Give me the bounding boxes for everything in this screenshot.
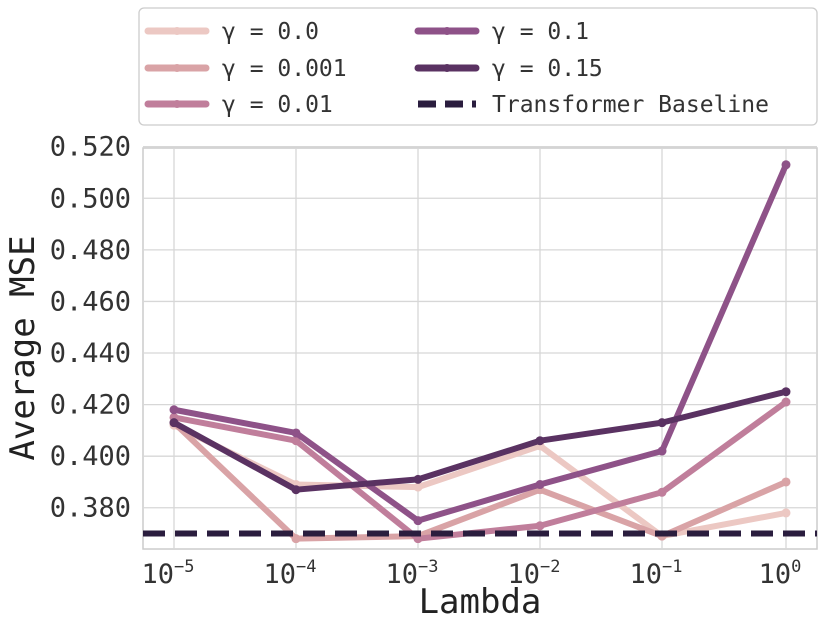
y-tick-label: 0.500	[50, 183, 131, 214]
data-point	[781, 387, 791, 397]
data-point	[169, 405, 179, 415]
data-point	[535, 480, 545, 490]
legend-label: γ = 0.0	[222, 19, 319, 45]
y-tick-label: 0.440	[50, 338, 131, 369]
legend: γ = 0.0 γ = 0.001 γ = 0.01 γ = 0.1 γ = 0.15 T…	[138, 7, 818, 126]
data-point	[657, 446, 667, 456]
series-line-1	[171, 419, 789, 542]
data-point	[781, 397, 791, 407]
data-point	[781, 160, 791, 170]
legend-label: γ = 0.001	[222, 56, 347, 82]
x-tick-label: 10−4	[264, 557, 317, 590]
legend-marker	[173, 100, 181, 108]
x-axis-title: Lambda	[419, 582, 542, 622]
y-axis-title: Average MSE	[3, 235, 43, 460]
data-point	[657, 418, 667, 428]
legend-marker	[443, 64, 451, 72]
y-tick-label: 0.420	[50, 390, 131, 421]
data-point	[413, 482, 423, 492]
x-tick-label: 10−5	[142, 557, 195, 590]
legend-label: γ = 0.15	[492, 56, 603, 82]
data-point	[535, 521, 545, 531]
legend-label: Transformer Baseline	[492, 92, 769, 118]
data-point	[291, 485, 301, 495]
axis-ticks: 0.380 0.400 0.420 0.440 0.460 0.480 0.500 0.520…	[50, 132, 802, 590]
series-line-0	[171, 422, 789, 540]
data-point	[413, 474, 423, 484]
series-line-4	[171, 388, 789, 493]
x-tick-label: 100	[759, 557, 802, 590]
y-tick-label: 0.400	[50, 441, 131, 472]
y-tick-label: 0.520	[50, 132, 131, 163]
series-lines	[143, 160, 817, 544]
x-tick-label: 10−3	[386, 557, 439, 590]
y-tick-label: 0.460	[50, 286, 131, 317]
y-tick-label: 0.380	[50, 493, 131, 524]
y-tick-label: 0.480	[50, 235, 131, 266]
data-point	[781, 477, 791, 487]
data-point	[291, 436, 301, 446]
legend-marker	[173, 64, 181, 72]
data-point	[657, 487, 667, 497]
data-point	[169, 418, 179, 428]
x-tick-label: 10−1	[630, 557, 683, 590]
data-point	[535, 436, 545, 446]
series-line-3	[171, 161, 789, 524]
legend-marker	[443, 27, 451, 35]
legend-marker	[173, 27, 181, 35]
legend-label: γ = 0.1	[492, 19, 589, 45]
legend-label: γ = 0.01	[222, 92, 333, 118]
data-point	[781, 508, 791, 518]
data-point	[413, 516, 423, 526]
data-point	[291, 428, 301, 438]
x-tick-label: 10−2	[508, 557, 561, 590]
data-point	[291, 534, 301, 544]
